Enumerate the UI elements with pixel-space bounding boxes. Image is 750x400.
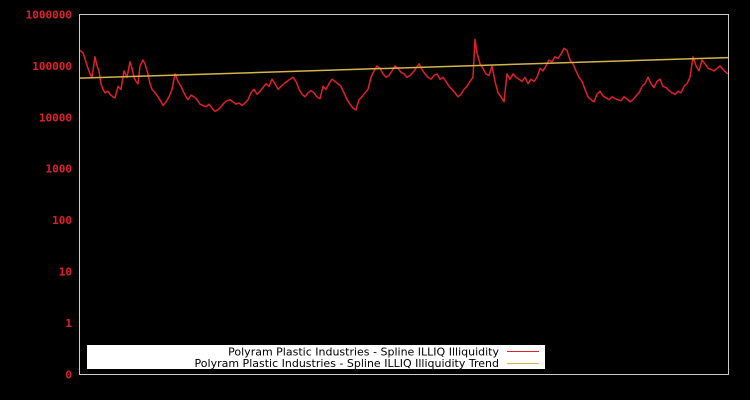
y-tick-label: 1000000	[26, 9, 72, 22]
plot-frame	[79, 14, 729, 375]
legend-box	[87, 345, 545, 369]
series-line	[79, 38, 729, 113]
legend-label-series: Polyram Plastic Industries - Spline ILLI…	[228, 346, 499, 359]
plot-lines	[79, 38, 729, 113]
y-tick-label: 100000	[32, 60, 72, 73]
trend-line	[79, 56, 729, 79]
legend-label-trend: Polyram Plastic Industries - Spline ILLI…	[195, 357, 499, 370]
y-tick-label: 1000	[46, 163, 73, 176]
y-tick-label: 10000	[39, 111, 72, 124]
y-tick-label: 1	[65, 317, 72, 330]
y-tick-label: 0	[65, 368, 72, 381]
y-tick-label: 10	[59, 266, 72, 279]
y-tick-label: 100	[52, 214, 72, 227]
legend: Polyram Plastic Industries - Spline ILLI…	[87, 345, 545, 370]
